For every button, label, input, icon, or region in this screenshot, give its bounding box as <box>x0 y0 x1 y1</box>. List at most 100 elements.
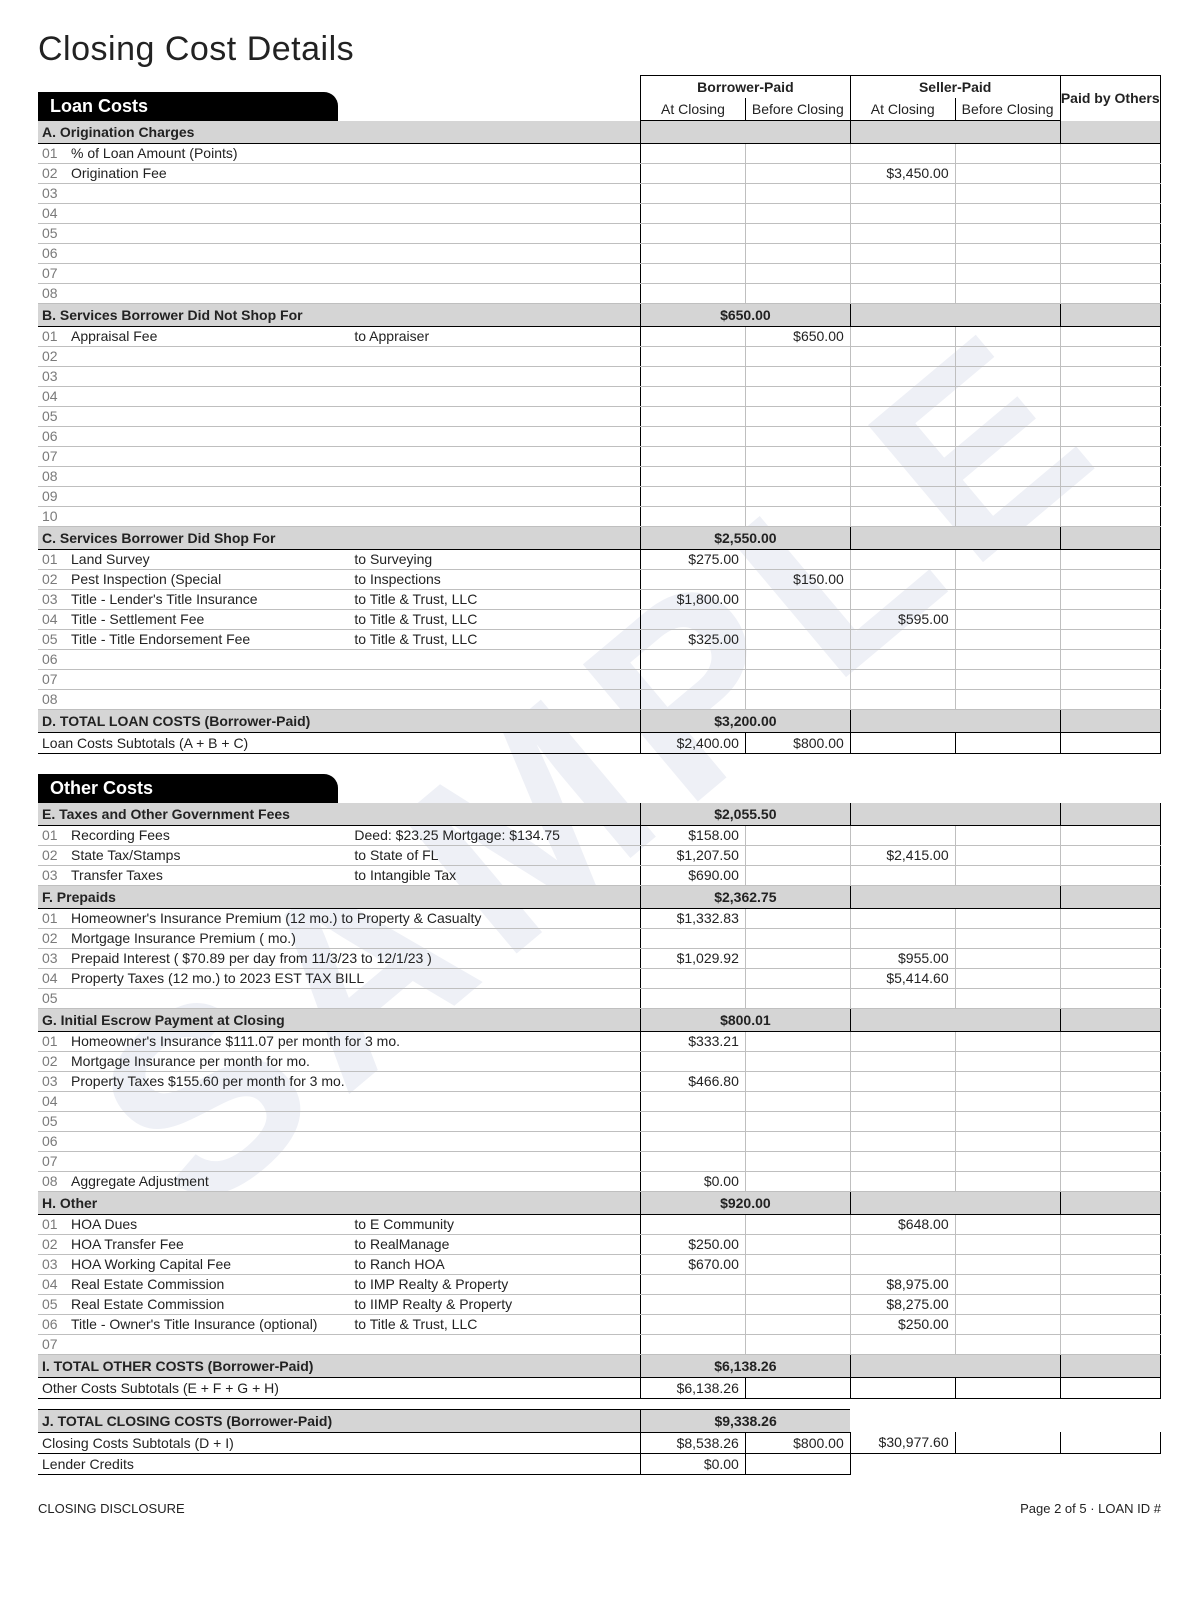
row-bp_at <box>641 1131 746 1151</box>
row-sp_at <box>850 569 955 589</box>
row-bp_bf <box>745 589 850 609</box>
row-desc: HOA Dues <box>67 1214 350 1234</box>
table-row: 06 <box>38 243 1161 263</box>
row-sp_at <box>850 223 955 243</box>
row-desc <box>67 1151 641 1171</box>
row-desc: Property Taxes (12 mo.) to 2023 EST TAX … <box>67 968 641 988</box>
row-bp_bf <box>745 506 850 526</box>
row-num: 07 <box>38 669 67 689</box>
row-desc: Recording Fees <box>67 825 350 845</box>
row-sp_bf <box>955 1214 1060 1234</box>
row-bp_at: $158.00 <box>641 825 746 845</box>
row-num: 02 <box>38 1051 67 1071</box>
row-bp_at <box>641 446 746 466</box>
row-sp_bf <box>955 346 1060 366</box>
row-bp_at <box>641 283 746 303</box>
row-sp_at <box>850 366 955 386</box>
row-num: 02 <box>38 569 67 589</box>
row-sp_at <box>850 1254 955 1274</box>
section-e-label: E. Taxes and Other Government Fees <box>38 803 641 826</box>
row-bp_at <box>641 406 746 426</box>
row-desc: Transfer Taxes <box>67 865 350 885</box>
row-bp_bf <box>745 386 850 406</box>
row-sp_bf <box>955 243 1060 263</box>
row-bp_bf: $150.00 <box>745 569 850 589</box>
row-oth <box>1060 1314 1161 1334</box>
row-bp_at <box>641 609 746 629</box>
row-payee <box>350 366 640 386</box>
row-bp_bf <box>745 243 850 263</box>
d-bp-bf: $800.00 <box>745 732 850 753</box>
row-bp_bf <box>745 1031 850 1051</box>
row-num: 06 <box>38 426 67 446</box>
table-row: 08 <box>38 689 1161 709</box>
table-row: 02State Tax/Stampsto State of FL$1,207.5… <box>38 845 1161 865</box>
row-oth <box>1060 988 1161 1008</box>
row-oth <box>1060 486 1160 506</box>
row-bp_bf <box>745 825 850 845</box>
row-sp_bf <box>955 366 1060 386</box>
lender-credits-label: Lender Credits <box>38 1453 640 1474</box>
row-payee: to E Community <box>350 1214 640 1234</box>
row-oth <box>1060 283 1160 303</box>
row-sp_bf <box>955 1071 1060 1091</box>
row-sp_bf <box>955 845 1060 865</box>
row-payee <box>350 163 640 183</box>
row-num: 07 <box>38 1151 67 1171</box>
row-num: 02 <box>38 845 67 865</box>
row-bp_at: $670.00 <box>641 1254 746 1274</box>
section-f-label: F. Prepaids <box>38 885 641 908</box>
table-row: 07 <box>38 1334 1161 1354</box>
section-b-label: B. Services Borrower Did Not Shop For <box>38 303 641 326</box>
table-row: 06 <box>38 1131 1161 1151</box>
row-oth <box>1060 609 1160 629</box>
row-bp_at <box>641 1274 746 1294</box>
row-sp_bf <box>955 486 1060 506</box>
row-bp_at <box>641 1334 746 1354</box>
row-payee <box>350 386 640 406</box>
row-oth <box>1060 629 1160 649</box>
table-row: 09 <box>38 486 1161 506</box>
row-num: 04 <box>38 203 67 223</box>
row-sp_at <box>850 466 955 486</box>
row-oth <box>1060 426 1160 446</box>
row-oth <box>1060 908 1161 928</box>
row-sp_at: $648.00 <box>850 1214 955 1234</box>
row-sp_at <box>850 326 955 346</box>
row-oth <box>1060 143 1160 163</box>
row-bp_at: $333.21 <box>641 1031 746 1051</box>
row-bp_at <box>641 506 746 526</box>
row-oth <box>1060 223 1160 243</box>
hdr-borrower-paid: Borrower-Paid <box>641 76 851 99</box>
row-sp_at <box>850 649 955 669</box>
row-desc <box>67 406 350 426</box>
row-payee: to Title & Trust, LLC <box>350 1314 640 1334</box>
d-bp-at: $2,400.00 <box>641 732 746 753</box>
row-payee <box>350 466 640 486</box>
row-bp_bf <box>745 263 850 283</box>
row-sp_at <box>850 629 955 649</box>
row-bp_at <box>641 386 746 406</box>
row-bp_bf <box>745 143 850 163</box>
row-sp_at <box>850 183 955 203</box>
row-num: 03 <box>38 948 67 968</box>
table-row: 05 <box>38 988 1161 1008</box>
table-row: 04Real Estate Commissionto IMP Realty & … <box>38 1274 1161 1294</box>
row-payee: to IIMP Realty & Property <box>350 1294 640 1314</box>
row-sp_bf <box>955 1234 1060 1254</box>
row-sp_bf <box>955 1111 1060 1131</box>
row-num: 01 <box>38 1214 67 1234</box>
row-sp_at <box>850 506 955 526</box>
row-num: 04 <box>38 386 67 406</box>
row-sp_bf <box>955 506 1060 526</box>
section-j-amt: $9,338.26 <box>640 1409 850 1432</box>
row-sp_bf <box>955 948 1060 968</box>
row-desc: Appraisal Fee <box>67 326 350 346</box>
row-bp_at <box>641 669 746 689</box>
row-sp_bf <box>955 163 1060 183</box>
hdr-bp-bf: Before Closing <box>745 98 850 121</box>
row-num: 01 <box>38 549 67 569</box>
row-desc: Land Survey <box>67 549 350 569</box>
row-bp_bf <box>745 649 850 669</box>
row-desc: Mortgage Insurance Premium ( mo.) <box>67 928 641 948</box>
